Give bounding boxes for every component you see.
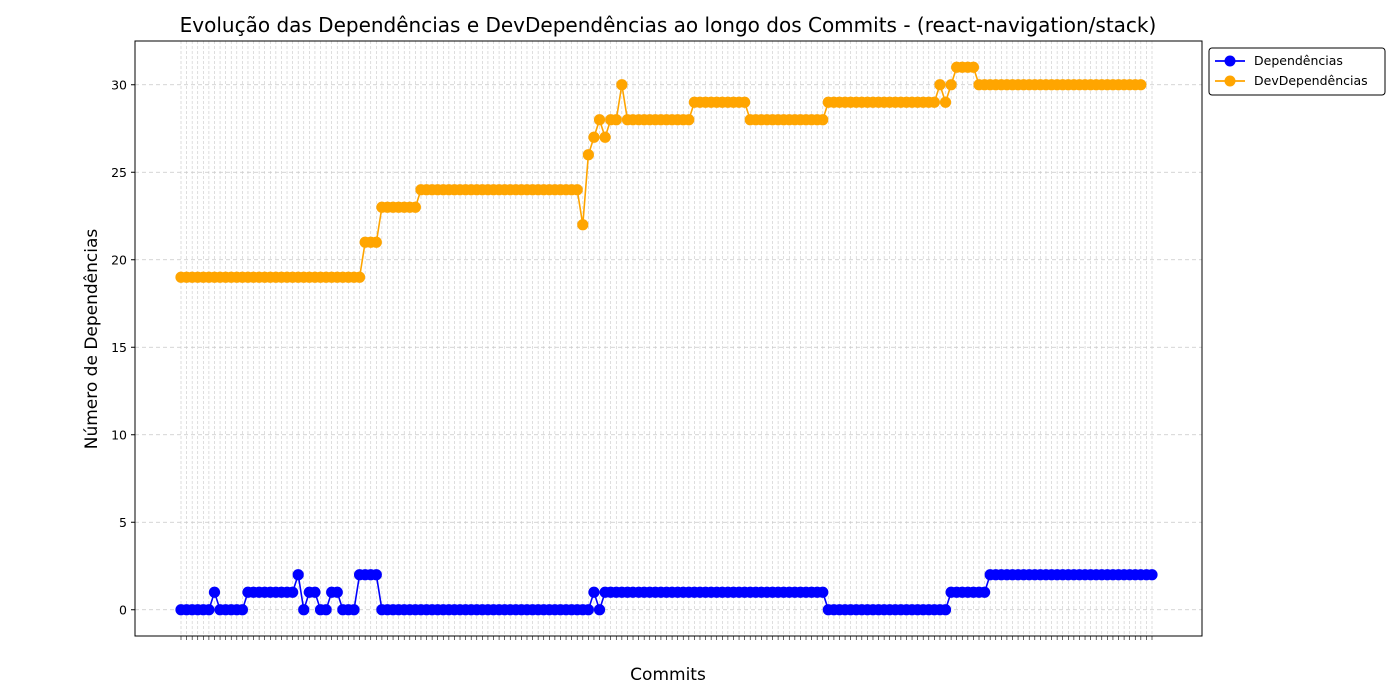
data-point	[817, 586, 829, 598]
legend-marker-dependencias	[1224, 55, 1236, 67]
data-point	[739, 96, 751, 108]
data-point	[934, 79, 946, 91]
data-point	[287, 586, 299, 598]
data-point	[945, 79, 957, 91]
data-point	[348, 604, 360, 616]
data-point	[320, 604, 332, 616]
data-point	[616, 79, 628, 91]
data-point	[331, 586, 343, 598]
data-point	[939, 604, 952, 616]
data-point	[610, 114, 622, 126]
series-layer	[175, 61, 1158, 616]
y-axis-ticks: 0 5 10 15 20 25 30	[111, 77, 135, 617]
x-axis-ticks	[180, 636, 1153, 640]
data-point	[309, 586, 321, 598]
data-point	[588, 586, 600, 598]
data-point	[593, 114, 606, 126]
data-point	[353, 271, 366, 283]
data-point	[939, 96, 952, 108]
data-point	[370, 236, 382, 248]
data-point	[571, 184, 583, 196]
data-point	[298, 604, 310, 616]
data-point	[928, 96, 940, 108]
data-point	[292, 569, 304, 581]
y-tick-label: 20	[111, 252, 127, 267]
data-point	[582, 149, 594, 161]
y-tick-label: 15	[111, 340, 127, 355]
data-point	[409, 201, 421, 213]
data-point	[203, 604, 215, 616]
data-point	[577, 219, 589, 231]
y-tick-label: 25	[111, 165, 127, 180]
data-point	[1146, 569, 1158, 581]
y-tick-label: 5	[119, 515, 127, 530]
data-point	[683, 114, 695, 126]
series-devdependencias	[175, 61, 1147, 283]
legend-label-dependencias: Dependências	[1254, 53, 1343, 68]
plot-area	[134, 40, 1203, 637]
y-tick-label: 10	[111, 427, 127, 442]
data-point	[599, 131, 611, 143]
data-point	[817, 114, 829, 126]
x-gridlines	[180, 41, 1153, 636]
data-point	[208, 586, 221, 598]
data-point	[370, 569, 382, 581]
y-tick-label: 30	[111, 77, 127, 92]
data-point	[978, 586, 991, 598]
x-axis-label: Commits	[630, 665, 706, 685]
data-point	[582, 604, 594, 616]
y-axis-label: Número de Dependências	[82, 229, 102, 450]
legend-box	[1208, 47, 1386, 96]
y-tick-label: 0	[119, 602, 127, 617]
chart-title: Evolução das Dependências e DevDependênc…	[180, 13, 1157, 37]
data-point	[593, 604, 606, 616]
series-dependencias	[175, 569, 1158, 616]
y-gridlines	[135, 84, 1202, 611]
legend-label-devdependencias: DevDependências	[1254, 73, 1368, 88]
legend: Dependências DevDependências	[1208, 47, 1386, 96]
data-point	[1135, 79, 1147, 91]
data-point	[236, 604, 248, 616]
data-point	[588, 131, 600, 143]
data-point	[967, 61, 980, 73]
legend-marker-devdependencias	[1224, 75, 1236, 87]
